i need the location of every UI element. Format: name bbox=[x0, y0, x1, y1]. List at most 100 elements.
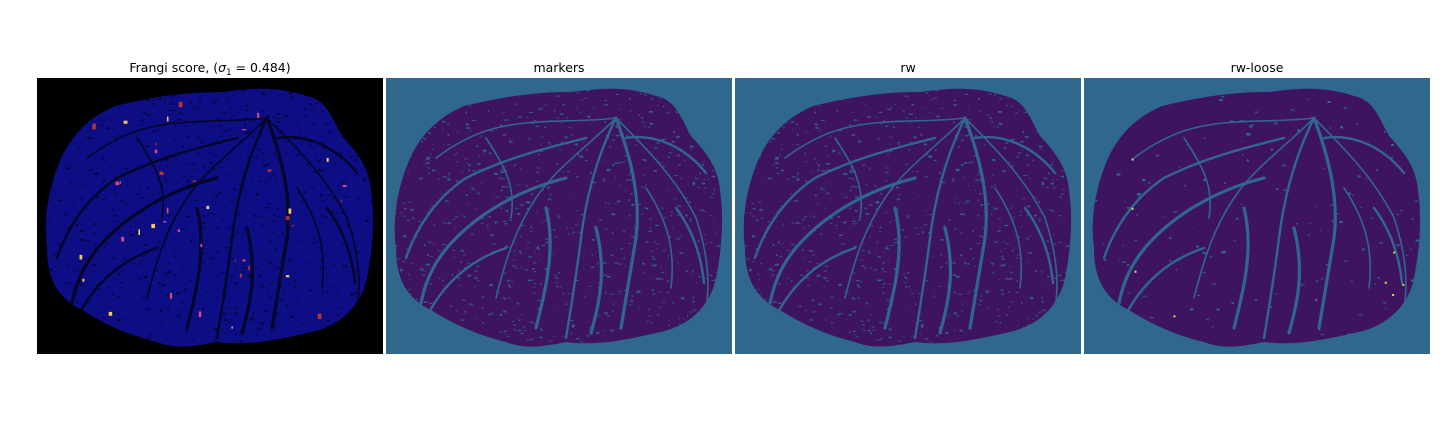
texture-speck bbox=[505, 334, 507, 336]
texture-speck bbox=[645, 241, 649, 243]
texture-speck bbox=[898, 194, 901, 195]
texture-speck bbox=[852, 272, 856, 274]
texture-speck bbox=[913, 136, 917, 139]
texture-speck bbox=[80, 200, 82, 201]
texture-speck bbox=[660, 266, 662, 268]
texture-speck bbox=[689, 220, 692, 223]
texture-speck bbox=[1411, 279, 1416, 282]
texture-speck bbox=[881, 268, 884, 270]
texture-speck bbox=[319, 194, 324, 197]
texture-speck bbox=[264, 257, 267, 259]
texture-speck bbox=[792, 143, 794, 146]
texture-speck bbox=[159, 195, 163, 197]
texture-speck bbox=[952, 178, 955, 180]
texture-speck bbox=[214, 270, 216, 272]
texture-speck bbox=[837, 215, 840, 218]
highlight-pixel bbox=[198, 311, 202, 317]
texture-speck bbox=[244, 273, 246, 276]
texture-speck bbox=[614, 162, 619, 164]
texture-speck bbox=[921, 326, 923, 328]
texture-speck bbox=[756, 172, 758, 174]
texture-speck bbox=[843, 221, 847, 224]
texture-speck bbox=[588, 285, 593, 287]
vessel-line bbox=[938, 226, 953, 335]
texture-speck bbox=[428, 132, 431, 134]
texture-speck bbox=[175, 332, 179, 334]
texture-speck bbox=[504, 298, 506, 301]
texture-speck bbox=[512, 259, 515, 260]
texture-speck bbox=[591, 239, 595, 241]
texture-speck bbox=[985, 290, 988, 292]
texture-speck bbox=[749, 212, 752, 214]
texture-speck bbox=[694, 177, 696, 179]
texture-speck bbox=[350, 295, 353, 297]
texture-speck bbox=[471, 170, 475, 172]
texture-speck bbox=[939, 171, 941, 174]
texture-speck bbox=[849, 171, 853, 173]
texture-speck bbox=[427, 254, 429, 257]
texture-speck bbox=[777, 132, 780, 134]
texture-speck bbox=[681, 297, 685, 300]
texture-speck bbox=[955, 275, 960, 278]
texture-speck bbox=[314, 154, 317, 156]
texture-speck bbox=[248, 274, 251, 277]
texture-speck bbox=[103, 150, 106, 151]
texture-speck bbox=[1094, 200, 1098, 202]
texture-speck bbox=[629, 98, 631, 100]
texture-speck bbox=[95, 172, 99, 175]
texture-speck bbox=[365, 219, 369, 222]
texture-speck bbox=[462, 254, 466, 256]
texture-speck bbox=[228, 174, 231, 177]
texture-speck bbox=[535, 125, 540, 128]
texture-speck bbox=[303, 233, 306, 236]
texture-speck bbox=[994, 184, 996, 186]
texture-speck bbox=[540, 136, 544, 138]
texture-speck bbox=[638, 114, 640, 116]
markers-image-panel bbox=[386, 78, 732, 354]
texture-speck bbox=[285, 153, 289, 156]
texture-speck bbox=[248, 131, 251, 133]
texture-speck bbox=[696, 186, 700, 188]
texture-speck bbox=[115, 220, 120, 222]
texture-speck bbox=[896, 198, 901, 201]
texture-speck bbox=[556, 117, 560, 119]
texture-speck bbox=[658, 97, 662, 99]
texture-speck bbox=[425, 162, 429, 165]
texture-speck bbox=[346, 224, 350, 227]
texture-speck bbox=[536, 171, 540, 174]
texture-speck bbox=[633, 227, 636, 229]
highlight-pixel bbox=[1131, 207, 1134, 210]
texture-speck bbox=[667, 156, 670, 158]
texture-speck bbox=[506, 336, 511, 338]
texture-speck bbox=[321, 214, 324, 216]
texture-speck bbox=[218, 135, 222, 137]
texture-speck bbox=[902, 110, 905, 113]
texture-speck bbox=[339, 182, 343, 184]
texture-speck bbox=[558, 272, 561, 274]
texture-speck bbox=[882, 287, 885, 288]
texture-speck bbox=[464, 158, 468, 160]
texture-speck bbox=[249, 168, 251, 169]
texture-speck bbox=[1137, 193, 1141, 196]
texture-speck bbox=[761, 180, 763, 182]
texture-speck bbox=[835, 224, 838, 227]
texture-speck bbox=[459, 261, 463, 263]
texture-speck bbox=[506, 196, 511, 198]
vessel-line bbox=[1372, 206, 1404, 285]
texture-speck bbox=[162, 245, 167, 247]
texture-speck bbox=[252, 320, 256, 322]
texture-speck bbox=[853, 119, 857, 121]
texture-speck bbox=[211, 92, 214, 94]
texture-speck bbox=[776, 167, 779, 169]
texture-speck bbox=[629, 171, 632, 173]
texture-speck bbox=[124, 318, 126, 320]
texture-speck bbox=[823, 170, 826, 172]
texture-speck bbox=[297, 192, 299, 195]
texture-speck bbox=[105, 228, 108, 230]
texture-speck bbox=[255, 198, 257, 200]
panel-title-rw: rw bbox=[900, 60, 916, 75]
texture-speck bbox=[261, 92, 266, 95]
texture-speck bbox=[771, 274, 774, 276]
texture-speck bbox=[64, 284, 67, 285]
texture-speck bbox=[274, 328, 276, 330]
